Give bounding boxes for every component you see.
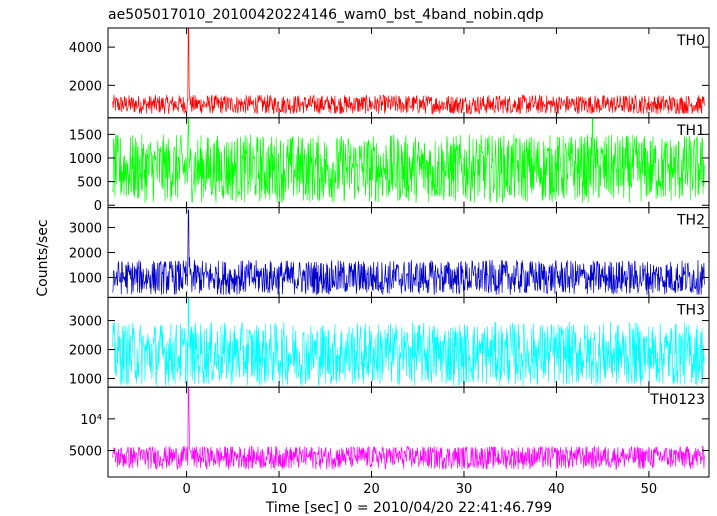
panel-th0: 2000 4000 TH0 <box>69 27 710 119</box>
y-tick-label: 1500 <box>69 128 102 143</box>
y-tick-label: 10⁴ <box>80 413 102 428</box>
series-label-th3: TH3 <box>676 302 705 318</box>
series-label-th1: TH1 <box>676 123 705 139</box>
x-tick-label: 30 <box>456 482 473 497</box>
series-label-th0123: TH0123 <box>649 392 705 408</box>
y-tick-label: 1000 <box>69 152 102 167</box>
y-tick-label: 2000 <box>69 344 102 359</box>
series-label-th2: TH2 <box>676 213 705 229</box>
series-line-th0 <box>112 27 705 115</box>
y-tick-label: 500 <box>77 176 102 191</box>
y-axis-label: Counts/sec <box>35 219 51 296</box>
y-tick-label: 3000 <box>69 315 102 330</box>
series-line-th2 <box>112 209 705 295</box>
x-tick-label: 20 <box>363 482 380 497</box>
chart-title: ae505017010_20100420224146_wam0_bst_4ban… <box>108 7 544 23</box>
series-line-th1 <box>112 117 705 203</box>
y-tick-label: 2000 <box>69 247 102 262</box>
panel-th2: 1000 2000 3000 TH2 <box>69 207 710 298</box>
x-tick-label: 40 <box>548 482 565 497</box>
y-tick-label: 1000 <box>69 373 102 388</box>
x-axis-label: Time [sec] 0 = 2010/04/20 22:41:46.799 <box>265 500 552 516</box>
panel-frame <box>107 386 710 478</box>
series-line-th0123 <box>112 386 705 470</box>
y-tick-label: 1000 <box>69 271 102 286</box>
panel-th0123: 5000 10⁴ TH0123 <box>69 386 710 478</box>
x-tick-label: 50 <box>641 482 658 497</box>
series-label-th0: TH0 <box>676 33 705 49</box>
y-tick-label: 5000 <box>69 445 102 460</box>
panel-th1: 0 500 1000 1500 TH1 <box>69 117 710 214</box>
x-tick-label: 0 <box>182 482 190 497</box>
y-tick-label: 3000 <box>69 222 102 237</box>
panel-th3: 1000 2000 3000 TH3 <box>69 296 710 388</box>
y-tick-label: 4000 <box>69 41 102 56</box>
y-tick-label: 0 <box>94 199 102 214</box>
series-line-th3 <box>112 297 705 386</box>
y-tick-label: 2000 <box>69 79 102 94</box>
x-tick-label: 10 <box>271 482 288 497</box>
